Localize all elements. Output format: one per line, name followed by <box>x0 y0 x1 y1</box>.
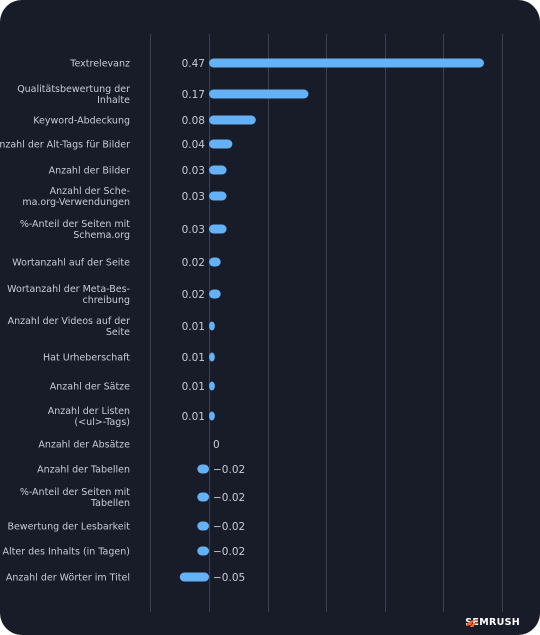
bar <box>209 115 256 125</box>
category-label: Anzahl der Listen (<ul>-Tags) <box>48 406 130 428</box>
category-label: Alter des Inhalts (in Tagen) <box>2 547 130 558</box>
bar <box>209 381 215 391</box>
value-label: 0.03 <box>182 165 205 177</box>
value-label: −0.02 <box>213 546 245 558</box>
semrush-fire-icon <box>466 619 481 627</box>
category-label: Anzahl der Wörter im Titel <box>6 573 130 584</box>
value-label: −0.02 <box>213 492 245 504</box>
value-label: −0.02 <box>213 521 245 533</box>
bar <box>209 224 227 234</box>
bar <box>209 411 215 421</box>
bar <box>197 464 209 474</box>
value-label: 0.02 <box>182 257 205 269</box>
brand-name: SEMRUSH <box>465 617 520 628</box>
value-label: 0.01 <box>182 352 205 364</box>
value-label: 0.03 <box>182 191 205 203</box>
value-label: 0.03 <box>182 224 205 236</box>
category-label: Keyword-Abdeckung <box>33 116 130 127</box>
category-label: Anzahl der Videos auf der Seite <box>8 316 131 338</box>
category-labels: Textrelevanz Qualitätsbewertung der Inhalt… <box>0 59 130 584</box>
bar <box>209 165 227 175</box>
bar <box>209 321 215 331</box>
bar <box>209 257 221 267</box>
value-label: 0.17 <box>182 89 205 101</box>
value-label: 0.01 <box>182 321 205 333</box>
category-label: Qualitätsbewertung der Inhalte <box>17 84 130 106</box>
bar <box>209 139 233 149</box>
bar <box>209 58 484 68</box>
category-label: Anzahl der Sätze <box>50 382 130 393</box>
value-label: 0.01 <box>182 411 205 423</box>
bar <box>209 191 227 201</box>
bar <box>197 546 209 556</box>
category-label: Bewertung der Lesbarkeit <box>7 522 130 533</box>
bar <box>197 492 209 502</box>
gridlines <box>150 34 503 612</box>
value-labels: 0.47 0.17 0.08 0.04 0.03 0.03 0.03 0.02 0.02 0.01… <box>182 58 246 584</box>
category-label: Wortanzahl der Meta-Bes-chreibung <box>7 284 130 306</box>
brand-logo: SEMRUSH <box>465 617 520 628</box>
category-label: Anzahl der Sche-ma.org-Verwendungen <box>22 186 130 208</box>
category-label: %-Anteil der Seiten mit Tabellen <box>20 487 130 509</box>
bars <box>179 58 484 582</box>
value-label: 0.47 <box>182 58 205 70</box>
category-label: Textrelevanz <box>69 59 130 70</box>
value-label: 0.04 <box>182 139 206 151</box>
category-label: Anzahl der Absätze <box>38 440 130 451</box>
value-label: 0.08 <box>182 115 205 127</box>
bar <box>209 352 215 362</box>
bar <box>179 572 209 582</box>
category-label: Anzahl der Alt-Tags für Bilder <box>0 140 130 151</box>
bar <box>209 89 309 99</box>
value-label: −0.02 <box>213 464 245 476</box>
value-label: −0.05 <box>213 572 245 584</box>
category-label: %-Anteil der Seiten mit Schema.org <box>20 219 130 241</box>
value-label: 0.02 <box>182 289 205 301</box>
bar <box>209 289 221 299</box>
category-label: Anzahl der Bilder <box>49 166 130 177</box>
category-label: Hat Urheberschaft <box>43 353 130 364</box>
value-label: 0.01 <box>182 381 205 393</box>
bar <box>197 521 209 531</box>
value-label: 0 <box>213 439 220 451</box>
category-label: Wortanzahl auf der Seite <box>12 258 130 269</box>
category-label: Anzahl der Tabellen <box>37 465 130 476</box>
